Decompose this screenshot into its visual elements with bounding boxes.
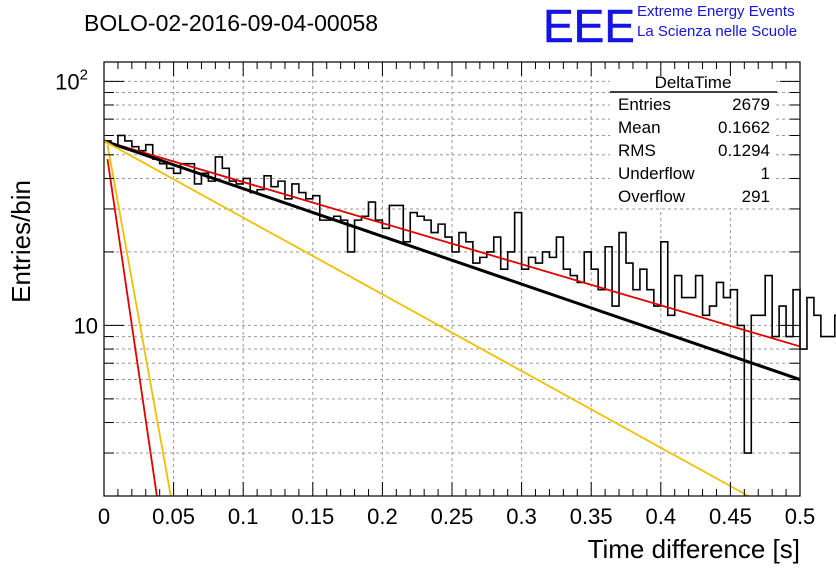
axis-ticks bbox=[103, 62, 801, 497]
eee-logo: EEE bbox=[543, 2, 633, 46]
stats-value: 0.1294 bbox=[718, 141, 770, 160]
x-tick-label: 0.25 bbox=[431, 504, 474, 529]
x-tick-label: 0.3 bbox=[506, 504, 537, 529]
x-tick-label: 0.1 bbox=[228, 504, 259, 529]
histogram-title: BOLO-02-2016-09-04-00058 bbox=[84, 10, 379, 36]
y-axis-label: Entries/bin bbox=[6, 180, 36, 303]
fit-curves bbox=[103, 139, 801, 497]
x-axis-label: Time difference [s] bbox=[588, 534, 800, 564]
x-tick-label: 0.5 bbox=[785, 504, 816, 529]
stats-value: 1 bbox=[761, 164, 770, 183]
x-tick-label: 0.45 bbox=[709, 504, 752, 529]
stats-box: DeltaTime Entries 2679 Mean 0.1662 RMS 0.1294… bbox=[610, 73, 777, 208]
stats-value: 0.1662 bbox=[718, 118, 770, 137]
logo-line-2: La Scienza nelle Scuole bbox=[637, 23, 798, 40]
fit-curve bbox=[106, 158, 158, 497]
x-tick-label: 0.35 bbox=[570, 504, 613, 529]
stats-label: Underflow bbox=[618, 164, 695, 183]
x-tick-label: 0.4 bbox=[646, 504, 677, 529]
fit-curve bbox=[103, 140, 749, 497]
eee-logo-mark: EEE bbox=[543, 2, 633, 46]
x-tick-label: 0.2 bbox=[367, 504, 398, 529]
x-tick-label: 0.05 bbox=[152, 504, 195, 529]
stats-value: 2679 bbox=[732, 95, 770, 114]
x-tick-label: 0 bbox=[98, 504, 110, 529]
y-tick-label: 102 bbox=[55, 66, 88, 94]
stats-value: 291 bbox=[742, 187, 770, 206]
fit-curve bbox=[103, 139, 801, 381]
logo-line-1: Extreme Energy Events bbox=[637, 3, 795, 20]
fit-curve bbox=[106, 144, 172, 497]
fit-curve bbox=[103, 140, 801, 348]
x-tick-label: 0.15 bbox=[291, 504, 334, 529]
stats-label: RMS bbox=[618, 141, 656, 160]
tick-labels: 0 0.05 0.1 0.15 0.2 0.25 0.3 0.35 0.4 0.45 0.51010… bbox=[55, 66, 815, 529]
stats-label: Entries bbox=[618, 95, 671, 114]
stats-box-name: DeltaTime bbox=[655, 73, 732, 92]
stats-box-frame bbox=[610, 76, 775, 208]
y-tick-label: 10 bbox=[74, 313, 98, 338]
stats-label: Mean bbox=[618, 118, 661, 137]
stats-label: Overflow bbox=[618, 187, 686, 206]
